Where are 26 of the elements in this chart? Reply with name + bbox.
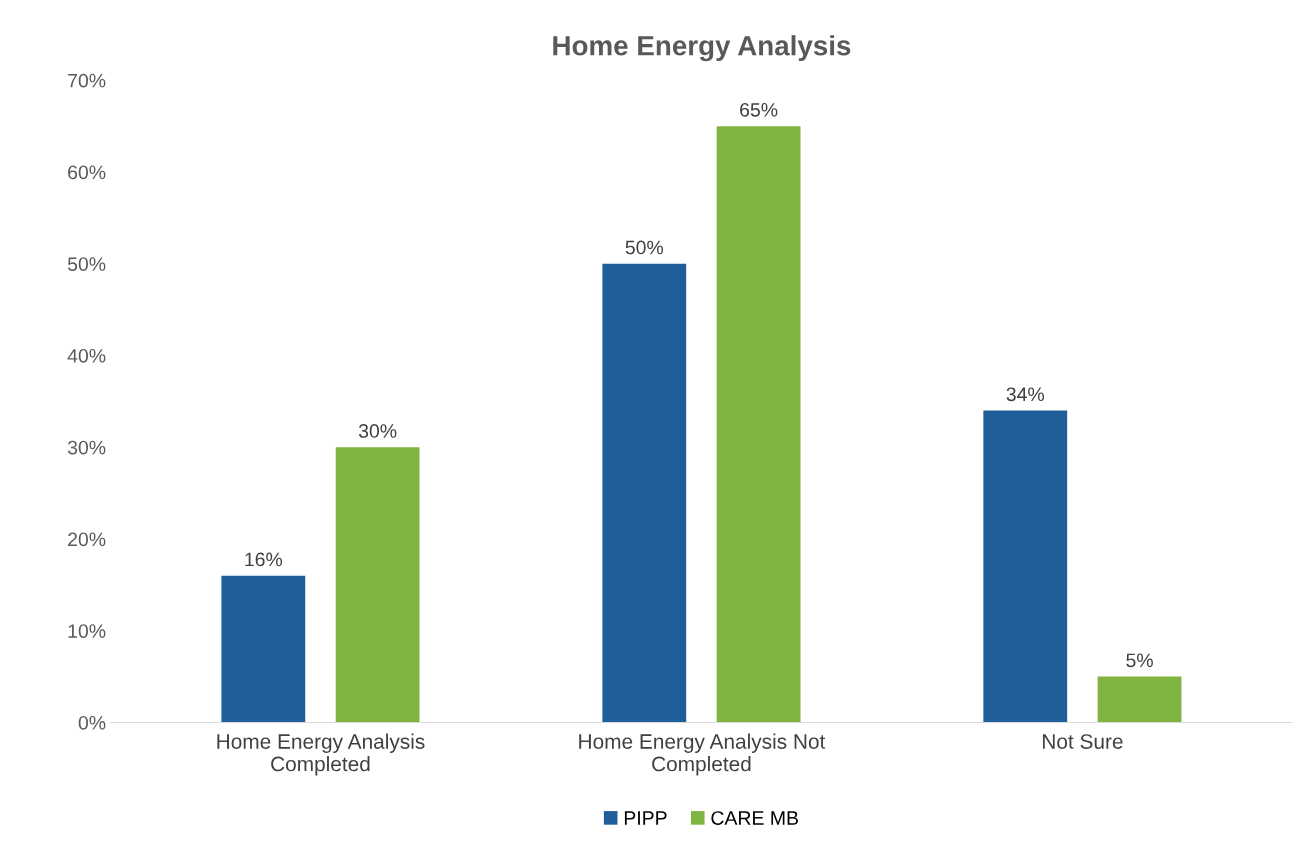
data-label: 16%: [245, 552, 283, 567]
bar: [335, 447, 420, 723]
x-tick-label: Not Sure: [1043, 734, 1123, 749]
bar: [983, 410, 1068, 723]
data-label: 65%: [740, 102, 778, 117]
x-tick-label: Home Energy Analysis Not Completed: [579, 733, 826, 776]
y-tick-label: 10%: [68, 624, 106, 638]
chart-title: Home Energy Analysis: [553, 35, 851, 62]
y-tick-label: 30%: [67, 440, 106, 455]
data-label: 30%: [358, 424, 397, 438]
bar: [1097, 676, 1182, 723]
bar: [221, 575, 306, 723]
y-tick-label: 40%: [67, 348, 106, 363]
data-label: 34%: [1006, 387, 1045, 402]
y-tick-label: 60%: [68, 165, 106, 180]
legend-label: CARE MB: [711, 811, 798, 825]
data-label: 50%: [625, 240, 664, 255]
bar: [602, 263, 687, 723]
x-tick-label: Home Energy Analysis Completed: [217, 733, 425, 776]
data-label: 5%: [1126, 653, 1153, 668]
bar: [716, 126, 801, 723]
legend-label: PIPP: [624, 811, 667, 825]
y-tick-label: 20%: [68, 532, 106, 547]
y-tick-label: 70%: [68, 73, 106, 88]
y-tick-label: 0%: [78, 715, 106, 730]
y-tick-label: 50%: [67, 257, 106, 271]
